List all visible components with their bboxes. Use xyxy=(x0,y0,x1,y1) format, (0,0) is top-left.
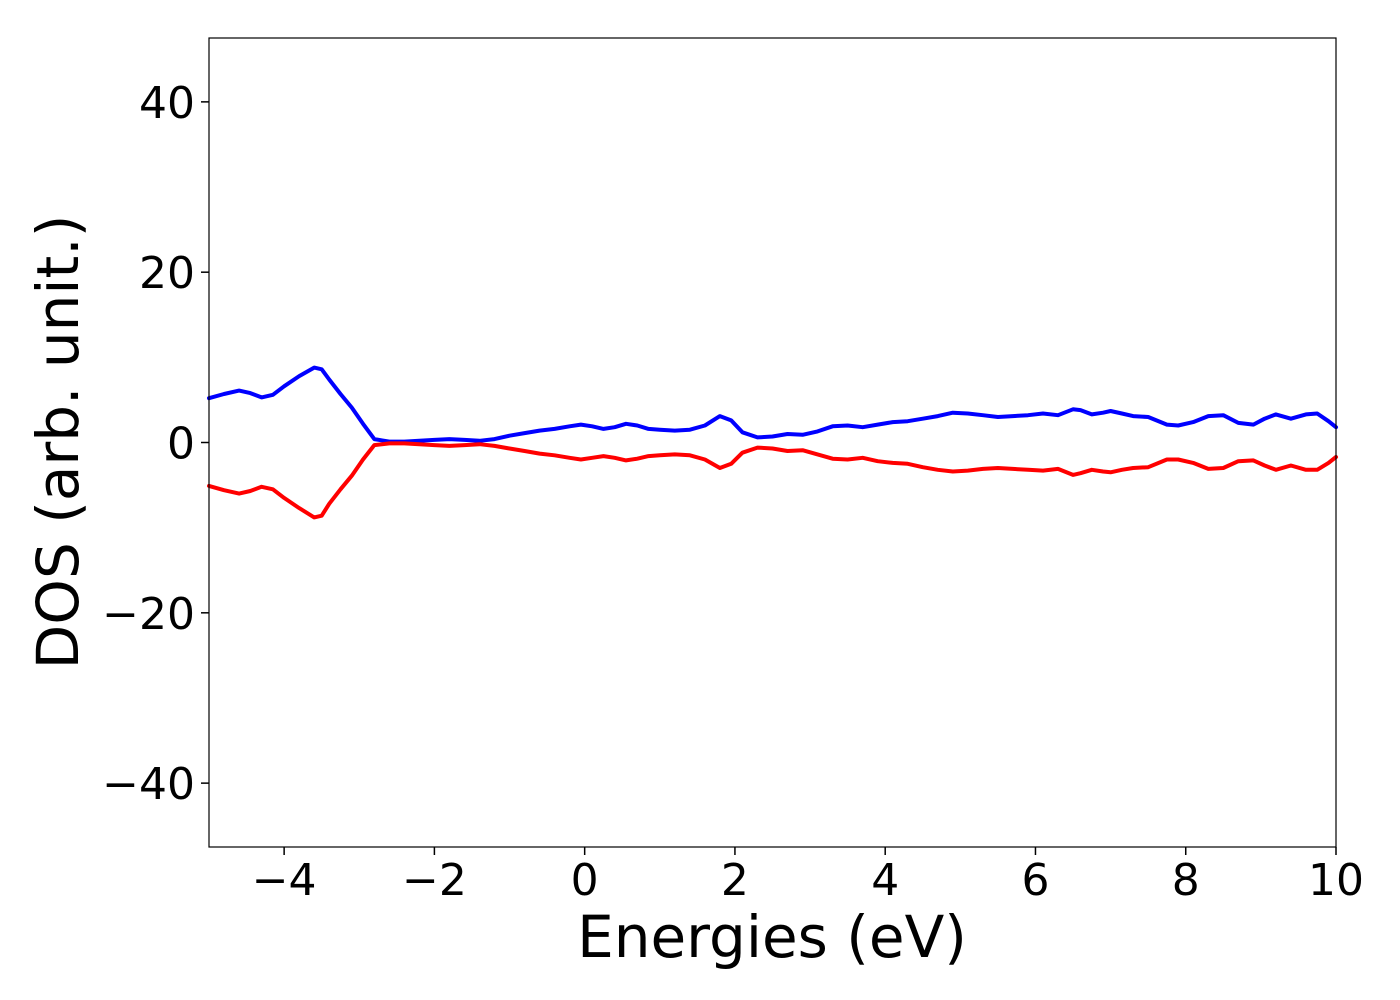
x-tick-label: 2 xyxy=(721,855,749,906)
y-axis-ticks: −40 −20 0 20 40 xyxy=(102,78,209,810)
x-tick-label: 0 xyxy=(571,855,599,906)
y-tick-label: −40 xyxy=(102,759,195,810)
y-tick-label: −20 xyxy=(102,589,195,640)
y-tick-label: 40 xyxy=(139,78,195,129)
series-line-1 xyxy=(207,365,1338,444)
x-tick-label: 10 xyxy=(1308,855,1364,906)
series-line-2 xyxy=(207,441,1338,520)
y-tick-label: 0 xyxy=(167,419,195,470)
x-tick-label: 4 xyxy=(871,855,899,906)
x-axis-label: Energies (eV) xyxy=(577,903,967,971)
series-layer xyxy=(207,365,1338,520)
x-axis-ticks: −4 −2 0 2 4 6 8 10 xyxy=(252,847,1364,906)
x-tick-label: −4 xyxy=(252,855,317,906)
y-tick-label: 20 xyxy=(139,248,195,299)
x-tick-label: 8 xyxy=(1172,855,1200,906)
y-axis-label: DOS (arb. unit.) xyxy=(24,215,92,670)
x-tick-label: −2 xyxy=(402,855,467,906)
x-tick-label: 6 xyxy=(1021,855,1049,906)
